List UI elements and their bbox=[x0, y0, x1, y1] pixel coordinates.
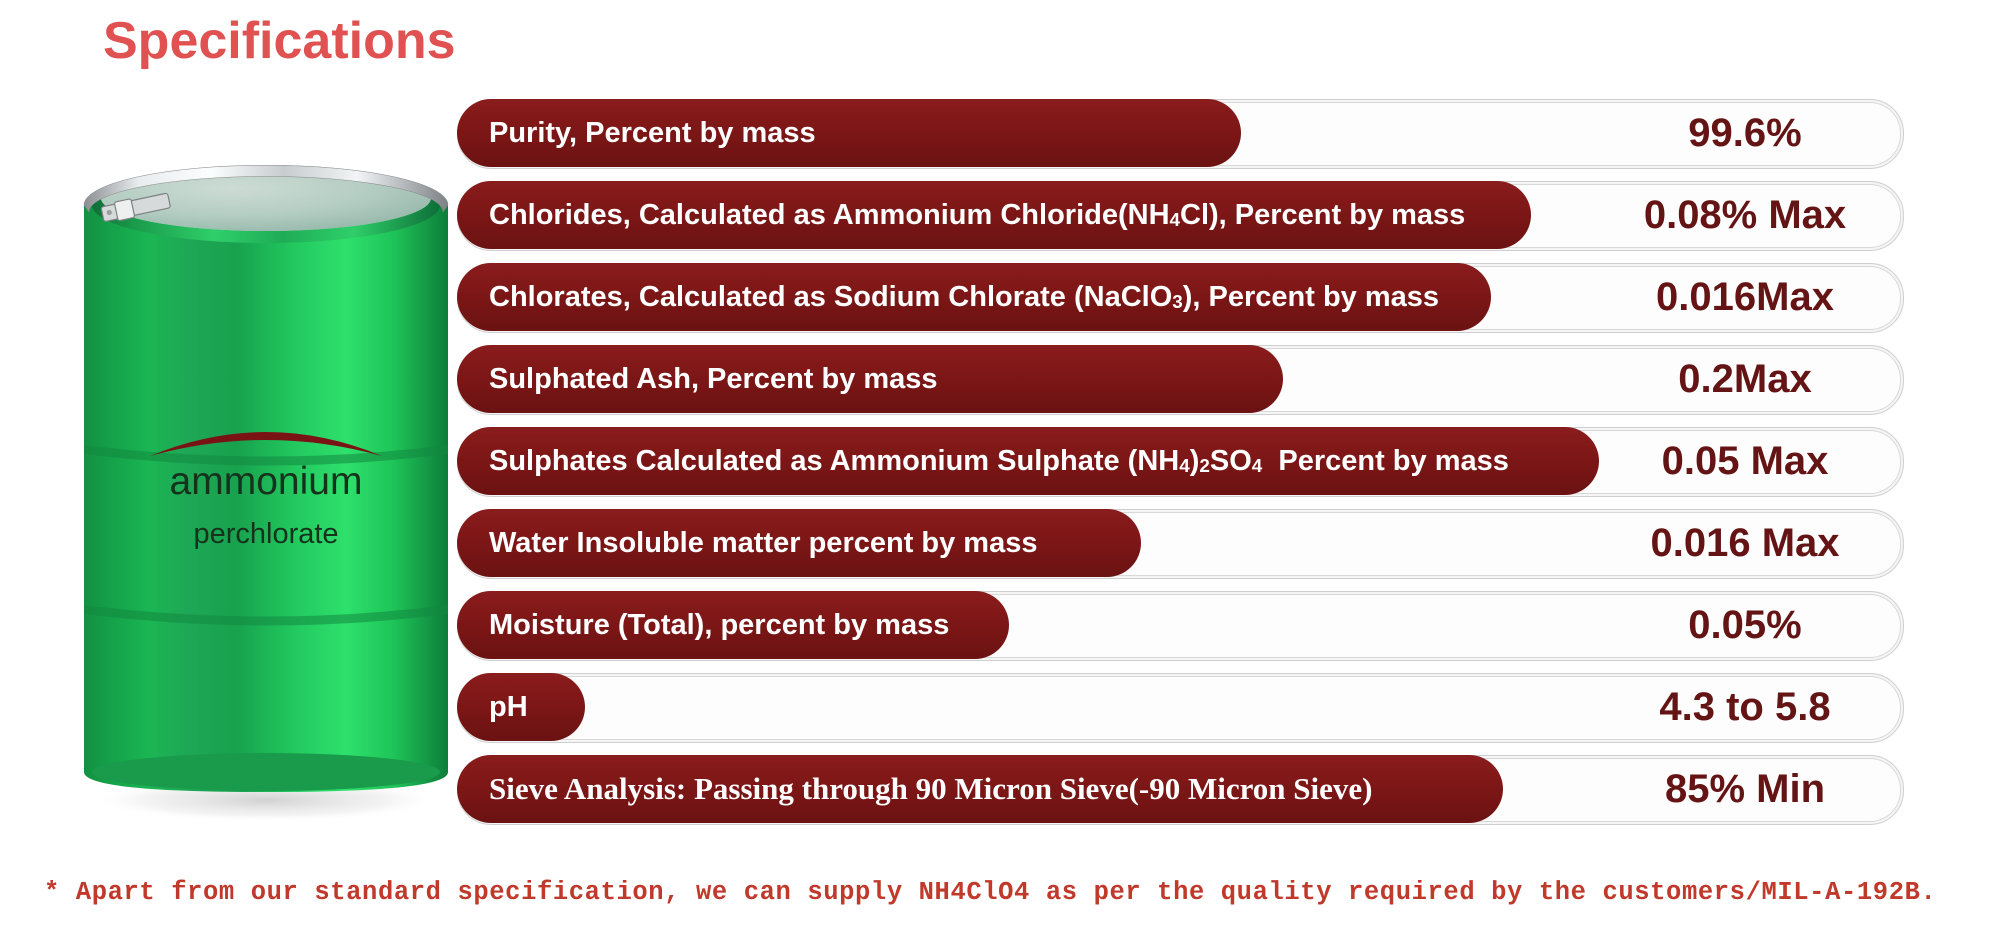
svg-text:perchlorate: perchlorate bbox=[193, 518, 338, 550]
svg-text:ammonium: ammonium bbox=[170, 460, 363, 503]
